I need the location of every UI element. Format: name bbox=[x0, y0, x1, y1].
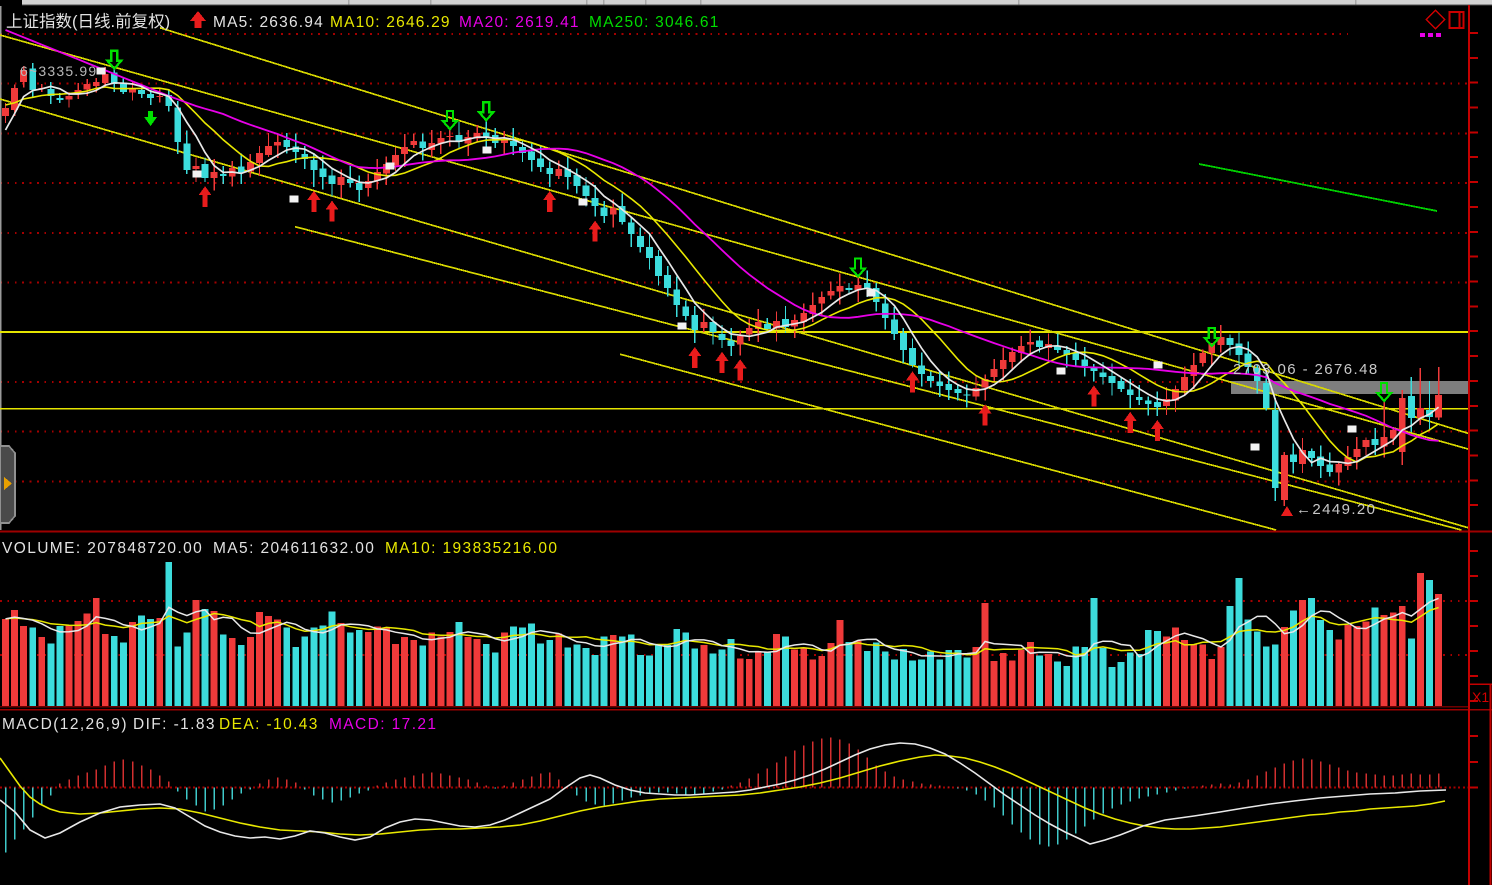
svg-text:DIF: -1.83: DIF: -1.83 bbox=[133, 716, 216, 733]
svg-text:MA5: 204611632.00: MA5: 204611632.00 bbox=[213, 540, 375, 557]
svg-text:DEA: -10.43: DEA: -10.43 bbox=[219, 716, 319, 733]
svg-text:2703.06 - 2676.48: 2703.06 - 2676.48 bbox=[1233, 361, 1379, 378]
svg-text:MA10: 2646.29: MA10: 2646.29 bbox=[330, 14, 451, 31]
svg-text:MA250: 3046.61: MA250: 3046.61 bbox=[589, 14, 720, 31]
svg-text:←2449.20: ←2449.20 bbox=[1296, 501, 1376, 518]
svg-text:VOLUME: 207848720.00: VOLUME: 207848720.00 bbox=[2, 540, 203, 557]
svg-text:MA5: 2636.94: MA5: 2636.94 bbox=[213, 14, 324, 31]
svg-text:MA20: 2619.41: MA20: 2619.41 bbox=[459, 14, 580, 31]
svg-text:X1: X1 bbox=[1472, 689, 1489, 705]
svg-text:MACD: 17.21: MACD: 17.21 bbox=[329, 716, 437, 733]
svg-text:6~3335.99: 6~3335.99 bbox=[20, 63, 97, 79]
svg-text:MACD(12,26,9): MACD(12,26,9) bbox=[2, 716, 128, 733]
svg-text:上证指数(日线.前复权): 上证指数(日线.前复权) bbox=[6, 12, 170, 31]
svg-text:MA10: 193835216.00: MA10: 193835216.00 bbox=[385, 540, 558, 557]
